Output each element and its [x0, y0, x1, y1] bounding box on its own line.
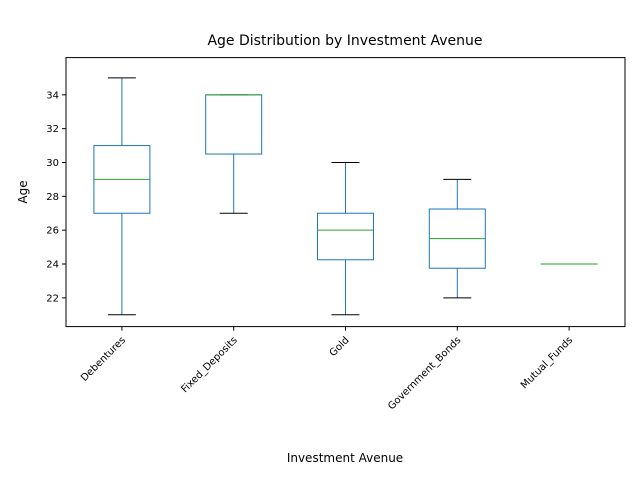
y-tick-label: 32	[46, 124, 59, 135]
x-axis: Debentures Fixed_Deposits Gold Government_B…	[79, 326, 575, 412]
boxes-group	[93, 77, 598, 316]
y-tick-label: 22	[46, 293, 59, 304]
x-tick-label: Government_Bonds	[386, 335, 463, 412]
y-tick-label: 34	[46, 90, 59, 101]
y-tick-label: 24	[46, 260, 59, 271]
x-tick-label: Mutual_Funds	[519, 335, 575, 391]
x-tick-label: Fixed_Deposits	[179, 335, 239, 395]
x-axis-label: Investment Avenue	[287, 451, 403, 465]
x-tick-label: Debentures	[79, 335, 128, 384]
y-tick-label: 28	[46, 192, 59, 203]
box-gold	[317, 161, 374, 316]
iqr-box	[205, 94, 263, 155]
box-fixed-deposits	[205, 94, 263, 214]
iqr-box	[317, 212, 374, 261]
chart-title: Age Distribution by Investment Avenue	[207, 33, 482, 49]
y-axis-label: Age	[16, 180, 30, 203]
y-tick-label: 26	[46, 226, 59, 237]
box-debentures	[93, 77, 151, 316]
box-government-bonds	[428, 178, 486, 299]
x-tick-label: Gold	[328, 335, 352, 359]
y-tick-label: 30	[46, 158, 59, 169]
y-axis: 22 24 26 28 30 32 34	[46, 90, 66, 304]
